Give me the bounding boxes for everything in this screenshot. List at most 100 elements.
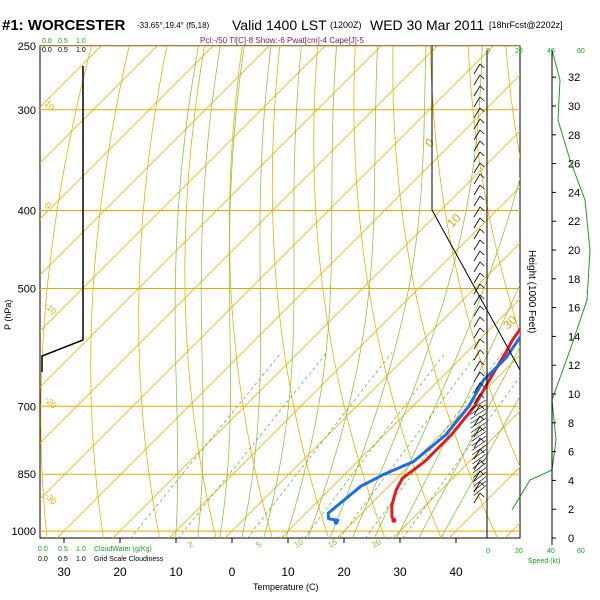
wind-barb-7 — [473, 140, 481, 152]
wind-barb-12 — [473, 195, 481, 207]
dry-adiabat-label-4: -30 — [43, 490, 59, 506]
wind-barb-flag-13 — [479, 206, 485, 212]
wind-barb-low-5 — [470, 422, 487, 433]
wind-barb-flag-7 — [479, 140, 485, 146]
cloud-bottom-0: 0.0 — [38, 556, 48, 563]
mixing-ratio-label-3: 15 — [327, 537, 340, 550]
wind-top-0: 0 — [486, 48, 490, 55]
wind-barb-16 — [473, 239, 481, 251]
dewpoint-surface-marker — [333, 519, 339, 525]
pressure-tick-400: 400 — [18, 205, 36, 217]
wind-barb-3 — [473, 96, 481, 108]
moist-adiabat-6 — [263, 46, 302, 538]
dewpoint-profile — [326, 334, 520, 522]
wind-barb-low-9 — [471, 440, 487, 451]
isotherm--60 — [40, 46, 382, 388]
wind-barb-flag-21 — [479, 294, 485, 300]
x-axis-title: Temperature (C) — [253, 582, 319, 592]
temp-tick-4: 10 — [281, 565, 295, 579]
valid-date: WED 30 Mar 2011 — [370, 17, 484, 33]
height-tick-18: 18 — [568, 274, 580, 286]
height-axis-title: Height (1000 Feet) — [526, 250, 537, 333]
dry-adiabat-340 — [467, 46, 520, 335]
wind-barb-30 — [473, 393, 481, 405]
moist-adiabat-10 — [285, 46, 337, 538]
dry-adiabat-270 — [184, 46, 217, 538]
dry-adiabat-280 — [229, 46, 273, 538]
height-tick-26: 26 — [568, 159, 580, 171]
moist-adiabat-2 — [241, 46, 272, 538]
wind-barb-6 — [473, 129, 481, 141]
wind-top-2: 40 — [547, 48, 555, 55]
height-tick-16: 16 — [568, 303, 580, 315]
wind-barb-flag-2 — [479, 85, 485, 91]
wind-barb-flag-22 — [479, 305, 485, 311]
wind-barb-24 — [473, 327, 481, 339]
wind-barb-flag-23 — [479, 316, 485, 322]
wind-barb-28 — [473, 371, 481, 383]
pressure-tick-850: 850 — [18, 469, 36, 481]
wind-barb-39 — [473, 492, 481, 504]
wind-bottom-0: 0 — [486, 548, 490, 555]
isotherm-label-0: 0 — [422, 135, 437, 150]
height-tick-8: 8 — [568, 418, 574, 430]
wind-barb-0 — [473, 63, 481, 75]
wind-barb-low-0 — [469, 399, 487, 411]
height-tick-0: 0 — [568, 533, 574, 545]
moist-adiabat-30 — [396, 283, 520, 538]
wind-barb-low-15 — [472, 467, 487, 478]
wind-barb-2 — [473, 85, 481, 97]
wind-barb-22 — [473, 305, 481, 317]
wind-barb-25 — [473, 338, 481, 350]
pressure-tick-250: 250 — [18, 41, 36, 53]
wind-barb-low-12 — [472, 453, 487, 465]
wind-barb-flag-3 — [479, 96, 485, 102]
dry-adiabat-label-0: 10 — [43, 98, 57, 112]
wind-barb-18 — [473, 261, 481, 273]
wind-barb-flag-19 — [479, 272, 485, 278]
height-tick-12: 12 — [568, 360, 580, 372]
wind-barb-flag-4 — [479, 107, 485, 113]
wind-barb-flag-15 — [479, 228, 485, 234]
grid-layer — [40, 46, 520, 538]
wind-barb-29 — [473, 382, 481, 394]
height-tick-4: 4 — [568, 475, 574, 487]
dry-adiabat-label-3: -20 — [43, 394, 59, 410]
wind-barb-low-3 — [470, 413, 487, 424]
wind-barb-17 — [473, 250, 481, 262]
isotherm--90 — [40, 46, 214, 220]
wind-barb-flag-35 — [479, 448, 485, 454]
isotherm--70 — [40, 46, 326, 332]
height-scale-boundary — [431, 46, 521, 371]
wind-barb-low-18 — [473, 480, 487, 492]
wind-barb-15 — [473, 228, 481, 240]
wind-barb-5 — [473, 118, 481, 130]
wind-barb-low-17 — [473, 476, 487, 487]
height-tick-14: 14 — [568, 331, 580, 343]
moist-adiabat-26 — [373, 176, 520, 538]
wind-barb-flag-0 — [479, 63, 485, 69]
wind-barb-flag-18 — [479, 261, 485, 267]
mixing-ratio-30 — [402, 376, 520, 538]
wind-barb-flag-26 — [479, 349, 485, 355]
cloud-bottom-green-2: 1.0 — [76, 546, 86, 553]
utc-time: (1200Z) — [330, 20, 362, 30]
wind-bottom-3: 60 — [577, 548, 585, 555]
height-tick-22: 22 — [568, 216, 580, 228]
wind-barb-34 — [473, 437, 481, 449]
temp-tick-6: 30 — [393, 565, 407, 579]
cloud-top-green-1: 0.5 — [58, 38, 68, 45]
temp-tick-0: 30 — [57, 565, 71, 579]
wind-barb-flag-24 — [479, 327, 485, 333]
dry-adiabat-label-1: 0 — [43, 200, 54, 211]
moist-adiabat--6 — [197, 46, 221, 538]
isotherm--20 — [112, 130, 520, 538]
wind-barb-1 — [473, 74, 481, 86]
isotherm--80 — [40, 46, 270, 276]
wind-barb-flag-29 — [479, 382, 485, 388]
wind-barb-flag-6 — [479, 129, 485, 135]
wind-barb-9 — [473, 162, 481, 174]
mixing-ratio-15 — [339, 352, 479, 538]
